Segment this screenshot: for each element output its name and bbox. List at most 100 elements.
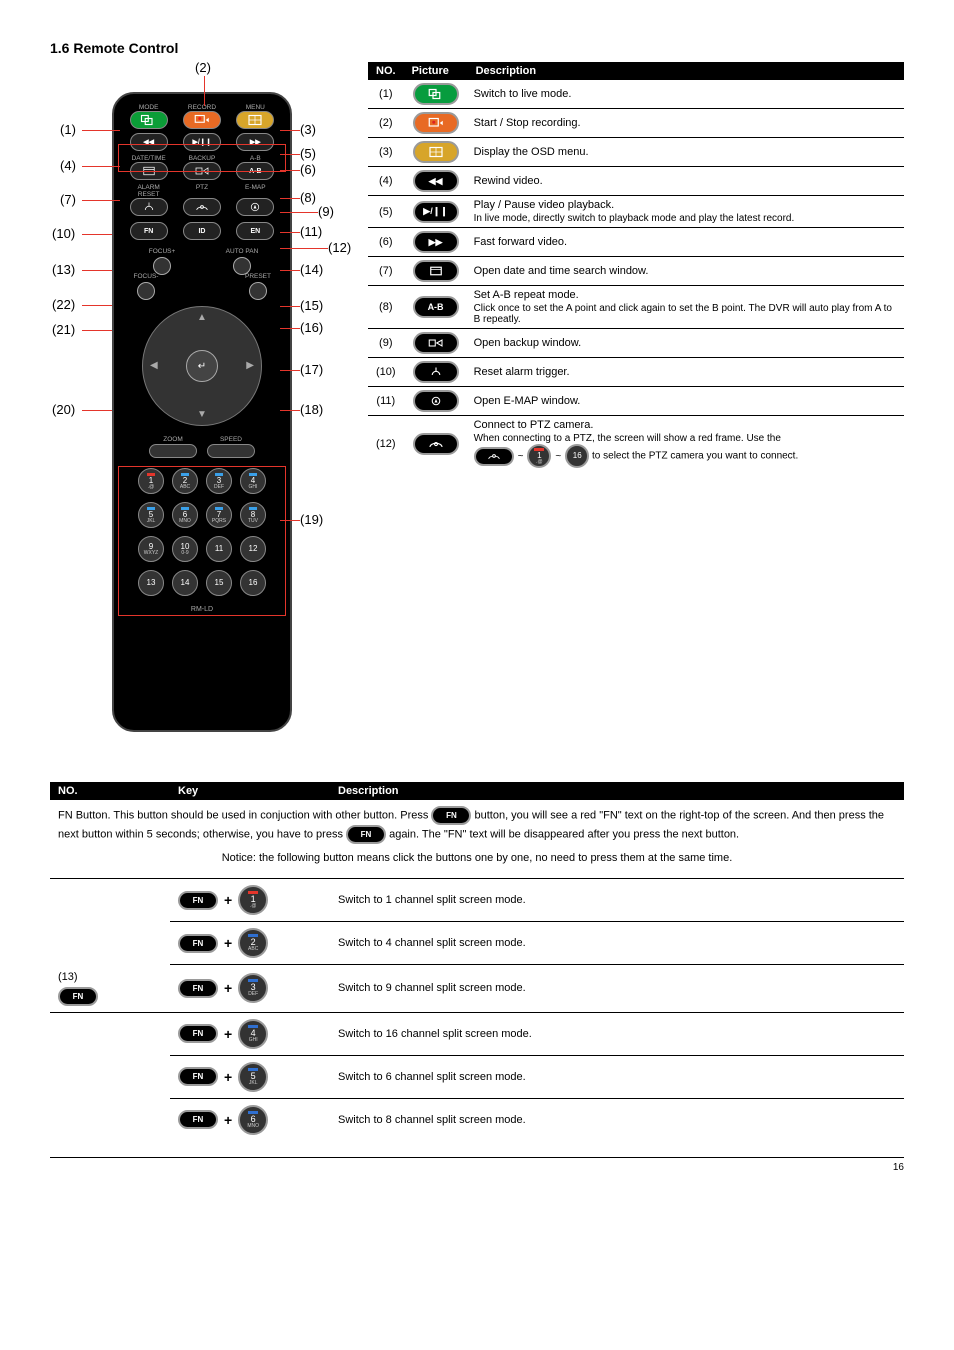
btn-ptz[interactable] xyxy=(183,198,221,216)
rewind-icon: ◀◀ xyxy=(413,170,459,192)
num1-icon: 1.@ xyxy=(238,885,268,915)
ff-icon: ▶▶ xyxy=(413,231,459,253)
num6-icon: 6MNO xyxy=(238,1105,268,1135)
callout-1: 1 xyxy=(60,122,76,137)
callout-18: 18 xyxy=(300,402,323,417)
cell-desc: Switch to 4 channel split screen mode. xyxy=(330,922,904,965)
fn-table: NO. Key Description FN Button. This butt… xyxy=(50,782,904,1141)
label-emap: E-MAP xyxy=(235,184,275,198)
btn-id[interactable]: ID xyxy=(183,222,221,240)
cell-pic xyxy=(404,358,468,387)
th-desc: Description xyxy=(330,782,904,800)
table-row: (9)Open backup window. xyxy=(368,329,904,358)
callout-14: 14 xyxy=(300,262,323,277)
ptz-icon xyxy=(413,433,459,455)
table-row: (5)▶/❙❙Play / Pause video playback.In li… xyxy=(368,196,904,228)
label-preset: PRESET xyxy=(238,273,278,280)
cell-desc: Display the OSD menu. xyxy=(468,138,904,167)
th-desc: Description xyxy=(468,62,904,80)
fn-section: NO. Key Description FN Button. This butt… xyxy=(50,782,904,1141)
dpad-up-icon: ▲ xyxy=(197,312,207,323)
btn-emap[interactable] xyxy=(236,198,274,216)
dpad-enter[interactable]: ↵ xyxy=(186,350,218,382)
table-row: (4) ◀◀ Rewind video. xyxy=(368,167,904,196)
cell-key: FN+2ABC xyxy=(170,922,330,965)
callout-7: 7 xyxy=(60,192,76,207)
cell-no: (7) xyxy=(368,257,404,286)
btn-focus-minus[interactable] xyxy=(137,282,155,300)
label-record: RECORD xyxy=(182,104,222,111)
callout-10: 10 xyxy=(52,226,75,241)
cell-desc: Switch to 1 channel split screen mode. xyxy=(330,879,904,922)
callout-8: 8 xyxy=(300,190,316,205)
table-row: FN+2ABCSwitch to 4 channel split screen … xyxy=(50,922,904,965)
cell-pic xyxy=(404,416,468,472)
fn-intro-cell: FN Button. This button should be used in… xyxy=(50,800,904,879)
btn-en[interactable]: EN xyxy=(236,222,274,240)
dpad-down-icon: ▼ xyxy=(197,409,207,420)
cell-pic: ◀◀ xyxy=(404,167,468,196)
cell-no: (4) xyxy=(368,167,404,196)
callout-16: 16 xyxy=(300,320,323,335)
table-row: (2)Start / Stop recording. xyxy=(368,109,904,138)
btn-alarm-reset[interactable] xyxy=(130,198,168,216)
cell-pic xyxy=(404,80,468,109)
dpad[interactable]: ↵ ▲ ▼ ◀ ▶ xyxy=(142,306,262,426)
fn-icon: FN xyxy=(178,891,218,910)
cell-no xyxy=(50,1012,170,1055)
cell-no: (5) xyxy=(368,196,404,228)
btn-record[interactable] xyxy=(183,111,221,129)
cell-no: (8) xyxy=(368,286,404,329)
cell-desc: Switch to live mode. xyxy=(468,80,904,109)
th-no: NO. xyxy=(50,782,170,800)
cell-no: (13)FN xyxy=(50,965,170,1013)
cell-desc: Fast forward video. xyxy=(468,228,904,257)
table-row: FN+4GHISwitch to 16 channel split screen… xyxy=(50,1012,904,1055)
fn-intro-row: FN Button. This button should be used in… xyxy=(50,800,904,879)
label-ptz: PTZ xyxy=(182,184,222,198)
dpad-left-icon: ◀ xyxy=(150,360,158,371)
btn-preset[interactable] xyxy=(249,282,267,300)
cell-desc-extra: When connecting to a PTZ, the screen wil… xyxy=(474,433,898,468)
cell-desc-extra: In live mode, directly switch to playbac… xyxy=(474,213,898,224)
cell-desc: Open date and time search window. xyxy=(468,257,904,286)
callout-21: 21 xyxy=(52,322,75,337)
fn-icon: FN xyxy=(178,979,218,998)
num3-icon: 3DEF xyxy=(238,973,268,1003)
label-mode: MODE xyxy=(129,104,169,111)
btn-mode[interactable] xyxy=(130,111,168,129)
callout-4: 4 xyxy=(60,158,76,173)
callout-15: 15 xyxy=(300,298,323,313)
num1-inline-icon: 1.@ xyxy=(527,444,551,468)
menu-icon xyxy=(413,141,459,163)
cell-desc: Rewind video. xyxy=(468,167,904,196)
callout-20: 20 xyxy=(52,402,75,417)
calendar-icon xyxy=(413,260,459,282)
btn-menu[interactable] xyxy=(236,111,274,129)
cell-desc: Start / Stop recording. xyxy=(468,109,904,138)
fn-icon: FN xyxy=(178,934,218,953)
cell-no xyxy=(50,879,170,922)
callout-12: 12 xyxy=(328,240,351,255)
label-focusplus: FOCUS+ xyxy=(142,248,182,255)
table-row: (6)▶▶Fast forward video. xyxy=(368,228,904,257)
cell-no: (10) xyxy=(368,358,404,387)
label-focusminus: FOCUS- xyxy=(126,273,166,280)
cell-pic xyxy=(404,387,468,416)
table-row: FN+5JKLSwitch to 6 channel split screen … xyxy=(50,1055,904,1098)
rocker-speed[interactable] xyxy=(207,444,255,458)
dpad-right-icon: ▶ xyxy=(246,360,254,371)
top-area: MODE RECORD MENU ◀◀ ▶/❙❙ ▶▶ DATE/TIME BA… xyxy=(50,62,904,762)
page-footer: 16 xyxy=(50,1157,904,1173)
rocker-zoom[interactable] xyxy=(149,444,197,458)
fn-note: Notice: the following button means click… xyxy=(58,852,896,864)
num4-icon: 4GHI xyxy=(238,1019,268,1049)
remote-diagram: MODE RECORD MENU ◀◀ ▶/❙❙ ▶▶ DATE/TIME BA… xyxy=(60,62,350,762)
num2-icon: 2ABC xyxy=(238,928,268,958)
btn-fn[interactable]: FN xyxy=(130,222,168,240)
cell-desc: Play / Pause video playback.In live mode… xyxy=(468,196,904,228)
callout-2: 2 xyxy=(195,60,211,75)
cell-desc: Connect to PTZ camera. When connecting t… xyxy=(468,416,904,472)
emap-icon xyxy=(413,390,459,412)
cell-pic xyxy=(404,257,468,286)
